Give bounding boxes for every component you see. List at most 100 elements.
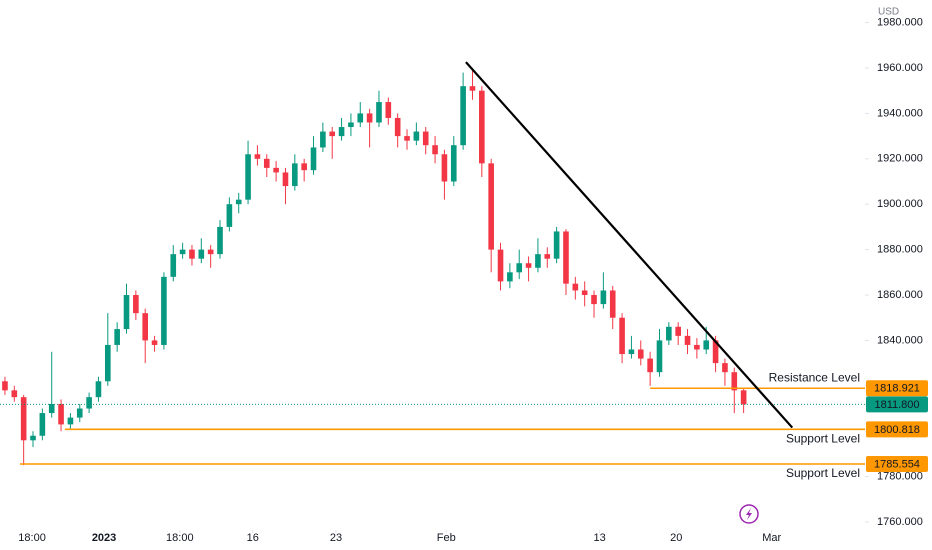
candle-body [740,390,747,405]
x-tick-label: 23 [330,532,342,544]
candle-body [310,147,317,171]
candle-body [441,154,448,182]
candle-body [413,131,420,141]
x-tick-label: 18:00 [18,532,46,544]
candle-body [123,295,130,330]
candle-body [507,272,513,282]
candle-body [338,127,345,137]
candle-body [245,154,251,200]
candle-body [86,397,92,409]
y-tick-label: 1960.000 [877,62,923,74]
candle-body [619,317,625,355]
candle-body [226,204,233,227]
candle-body [712,340,719,364]
candle-body [273,167,279,173]
candle-body [535,254,541,268]
candle-body [67,417,74,425]
candle-body [329,131,336,137]
candle-body [357,113,364,123]
last-price-label: 1811.800 [874,399,919,411]
candle-body [179,249,186,255]
replay-icon[interactable] [739,504,759,524]
candle-body [217,226,223,255]
y-tick-label: 1840.000 [877,334,923,346]
candle-body [161,276,167,345]
candle-body [394,117,401,137]
y-tick-label: 1760.000 [877,516,923,528]
candle-body [432,145,438,155]
candle-body [151,340,158,345]
candle-body [525,263,532,268]
x-tick-label: 2023 [92,532,116,544]
candle-body [563,231,569,284]
candle-body [656,340,663,373]
y-tick-label: 1880.000 [877,244,923,256]
candle-body [263,158,270,168]
level-value: 1800.818 [874,424,920,436]
candle-body [348,122,354,128]
level-value: 1785.554 [874,458,920,470]
y-tick-label: 1920.000 [877,153,923,165]
candle-body [105,344,111,382]
candle-body [2,381,8,391]
currency-label: USD [878,7,899,18]
candle-body [553,231,560,259]
candle-body [198,249,205,259]
candle-body [142,313,149,341]
level-name: Support Level [786,432,860,446]
x-tick-label: Mar [762,532,781,544]
level-name: Support Level [786,466,860,480]
candle-body [254,154,261,159]
level-tag [866,456,928,473]
candle-body [404,136,410,141]
trend-line [465,61,794,429]
candle-body [170,254,177,277]
candle-body [76,408,83,418]
y-tick-label: 1980.000 [877,17,923,29]
candle-body [722,363,728,373]
candle-body [600,290,607,305]
level-name: Resistance Level [769,370,860,384]
candle-body [301,163,307,171]
x-tick-label: 20 [670,532,682,544]
candle-body [235,199,242,205]
candle-body [479,90,485,164]
candle-body [469,86,476,91]
y-tick-label: 1900.000 [877,198,923,210]
candle-body [376,102,382,123]
candle-body [684,335,691,345]
candle-body [497,249,504,282]
candle-body [637,349,644,359]
y-tick-label: 1860.000 [877,289,923,301]
candle-body [133,295,139,314]
level-tag [866,421,928,438]
candle-body [189,249,195,259]
candle-body [207,249,214,255]
candle-body [58,403,64,425]
candle-body [694,344,700,350]
candle-body [385,102,392,118]
x-tick-label: 16 [247,532,259,544]
candle-body [292,163,298,187]
y-tick-label: 1940.000 [877,107,923,119]
candle-body [114,329,120,345]
candle-body [731,372,738,391]
candle-body [11,390,18,398]
candle-body [460,86,466,146]
candle-body [516,263,523,273]
candle-body [30,435,36,441]
candle-body [628,349,635,355]
candle-body [450,145,457,182]
candle-body [609,290,616,318]
candle-body [366,113,373,123]
candle-body [320,131,326,148]
candle-body [647,358,653,373]
x-tick-label: Feb [437,532,456,544]
level-value: 1818.921 [874,383,920,395]
candle-body [20,397,27,441]
y-tick-label: 1780.000 [877,471,923,483]
candle-body [422,131,429,146]
candle-body [95,381,102,398]
candle-body [703,340,710,350]
